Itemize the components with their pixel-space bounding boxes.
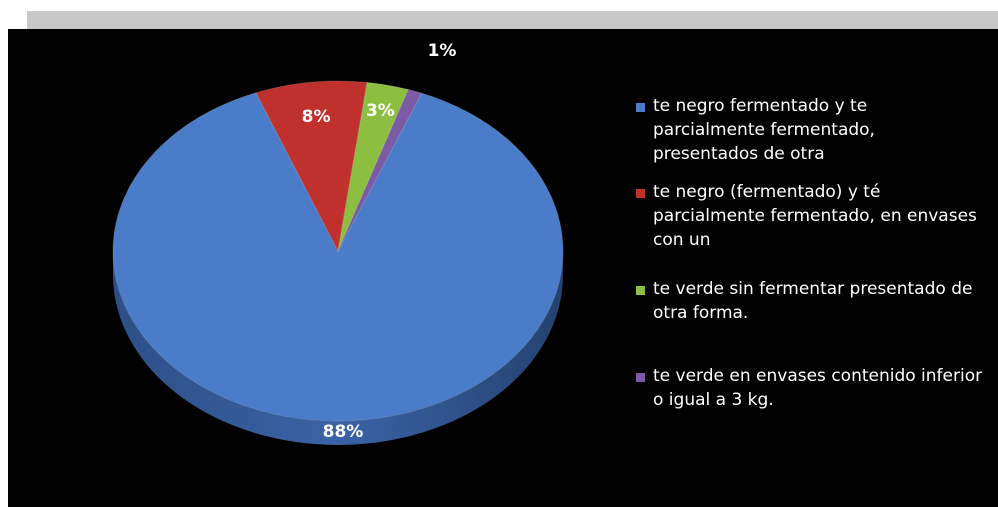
legend-label: te verde en envases contenido inferior o… xyxy=(653,366,983,410)
pie-slice xyxy=(112,92,564,422)
pie-slice xyxy=(337,81,410,252)
pie-chart: 88% 8% 3% 1% xyxy=(112,41,564,445)
pie-data-label: 88% xyxy=(323,422,364,442)
pie-data-label: 8% xyxy=(302,107,331,127)
legend-swatch xyxy=(636,286,645,295)
pie-data-labels: 88% 8% 3% 1% xyxy=(302,41,457,442)
legend-swatch xyxy=(636,103,645,112)
top-bar xyxy=(27,11,998,29)
pie-slices xyxy=(112,80,564,422)
legend-label: te negro fermentado y te parcialmente fe… xyxy=(653,96,875,164)
legend-swatch xyxy=(636,373,645,382)
pie-data-label: 1% xyxy=(428,41,457,61)
legend-swatch xyxy=(636,189,645,198)
legend-label: te negro (fermentado) y té parcialmente … xyxy=(653,182,977,250)
pie-slice xyxy=(255,80,368,253)
pie-data-label: 3% xyxy=(366,101,395,121)
legend-label: te verde sin fermentar presentado de otr… xyxy=(653,279,973,323)
chart-panel: 88% 8% 3% 1% te negro fermentado y te parci… xyxy=(8,29,998,507)
pie-slice xyxy=(337,88,423,252)
